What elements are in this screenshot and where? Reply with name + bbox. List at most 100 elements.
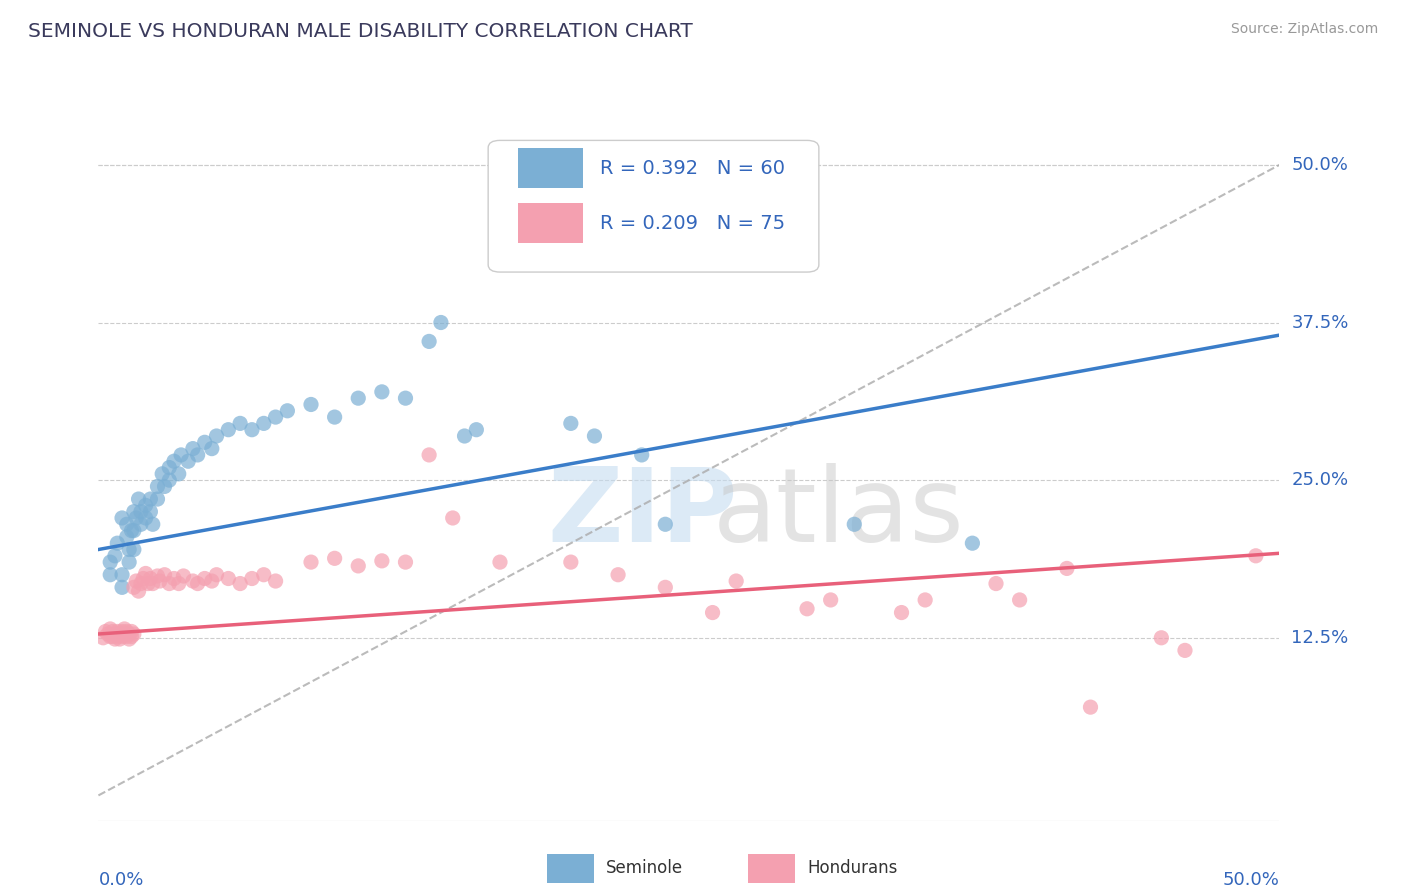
Point (129, 517, 152, 532)
Point (489, 555, 512, 569)
Point (153, 567, 176, 582)
Point (121, 630, 143, 644)
Point (111, 580, 134, 594)
Point (101, 630, 124, 644)
Point (115, 530, 138, 544)
Text: 0.0%: 0.0% (98, 871, 143, 889)
Point (157, 473, 180, 487)
Point (139, 505, 162, 519)
Point (104, 627, 127, 641)
Point (105, 536, 128, 550)
Point (177, 454, 200, 468)
Point (201, 442, 224, 456)
Point (111, 624, 134, 639)
Point (142, 517, 165, 532)
Point (890, 606, 912, 620)
Point (962, 536, 984, 550)
Point (441, 511, 464, 525)
Point (122, 524, 145, 538)
Point (253, 567, 276, 582)
Point (394, 555, 416, 569)
Point (132, 572, 155, 586)
Point (702, 606, 724, 620)
Point (844, 517, 866, 532)
Point (122, 505, 145, 519)
Point (115, 517, 138, 532)
Point (108, 627, 131, 641)
Point (229, 576, 252, 591)
Point (347, 391, 370, 405)
Point (139, 491, 162, 506)
Point (194, 435, 217, 450)
Point (115, 624, 138, 639)
Text: Hondurans: Hondurans (807, 859, 897, 877)
Point (125, 574, 148, 588)
Point (418, 334, 440, 349)
Point (153, 479, 176, 493)
Text: R = 0.209   N = 75: R = 0.209 N = 75 (600, 213, 786, 233)
Point (118, 555, 141, 569)
Point (111, 511, 134, 525)
Point (97, 627, 120, 641)
Point (135, 566, 157, 581)
Text: 25.0%: 25.0% (1291, 471, 1348, 489)
Text: R = 0.392   N = 60: R = 0.392 N = 60 (600, 159, 786, 178)
Point (1056, 561, 1078, 575)
Point (240, 572, 263, 586)
Point (98, 622, 121, 636)
Point (157, 576, 180, 591)
Point (105, 630, 128, 644)
Point (253, 417, 276, 431)
Point (163, 454, 186, 468)
Point (101, 624, 124, 639)
Point (299, 397, 322, 411)
Point (725, 574, 748, 588)
Point (430, 316, 453, 330)
Point (118, 632, 141, 646)
Point (1008, 593, 1031, 607)
FancyBboxPatch shape (517, 202, 582, 243)
Point (111, 630, 134, 644)
Text: Source: ZipAtlas.com: Source: ZipAtlas.com (1230, 22, 1378, 37)
Point (98, 567, 121, 582)
Point (112, 622, 135, 636)
Point (98, 555, 121, 569)
Point (146, 479, 169, 493)
Point (129, 576, 152, 591)
Point (167, 467, 190, 481)
Point (264, 574, 287, 588)
Point (371, 384, 394, 399)
Point (129, 505, 152, 519)
Point (136, 576, 159, 591)
Point (94, 624, 117, 639)
Point (347, 558, 370, 573)
Point (205, 567, 228, 582)
Point (121, 624, 143, 639)
Point (1080, 700, 1102, 714)
Point (146, 569, 169, 583)
Point (122, 627, 145, 641)
Point (205, 429, 228, 443)
Point (181, 574, 204, 588)
Point (654, 580, 676, 594)
Text: SEMINOLE VS HONDURAN MALE DISABILITY CORRELATION CHART: SEMINOLE VS HONDURAN MALE DISABILITY COR… (28, 22, 693, 41)
FancyBboxPatch shape (547, 854, 595, 883)
Point (914, 593, 936, 607)
FancyBboxPatch shape (748, 854, 796, 883)
Point (98, 630, 121, 644)
Point (150, 467, 173, 481)
Point (170, 448, 193, 462)
Point (217, 572, 239, 586)
Point (201, 574, 224, 588)
Point (157, 460, 180, 475)
Point (583, 429, 606, 443)
Text: 37.5%: 37.5% (1291, 313, 1348, 332)
Text: ZIP: ZIP (547, 463, 738, 564)
Point (654, 517, 676, 532)
Point (111, 567, 134, 582)
Point (194, 572, 217, 586)
Text: 50.0%: 50.0% (1223, 871, 1279, 889)
Point (149, 574, 172, 588)
Point (104, 632, 127, 646)
Point (560, 417, 582, 431)
